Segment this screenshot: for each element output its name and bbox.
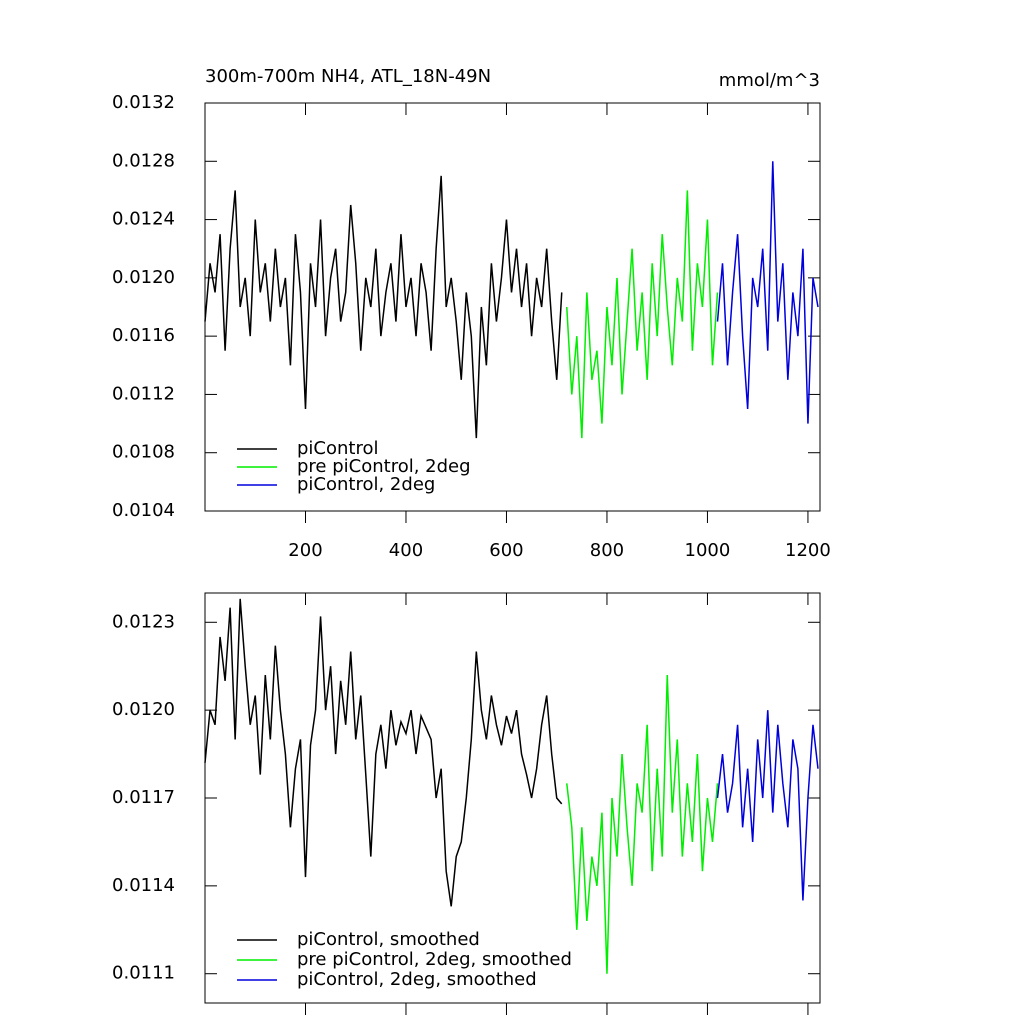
legend-label: piControl, 2deg (297, 474, 435, 495)
legend-label: piControl (297, 438, 379, 459)
y-tick-label: 0.0114 (112, 875, 175, 896)
series-line (716, 710, 819, 901)
y-tick-label: 0.0120 (112, 267, 175, 288)
y-tick-label: 0.0116 (112, 325, 175, 346)
x-tick-label: 400 (389, 540, 423, 561)
legend-label: pre piControl, 2deg, smoothed (297, 949, 572, 970)
series-line (566, 190, 719, 439)
y-tick-label: 0.0117 (112, 787, 175, 808)
series-line (716, 161, 819, 424)
x-tick-label: 600 (489, 540, 523, 561)
y-tick-label: 0.0120 (112, 699, 175, 720)
series-line (566, 674, 719, 974)
y-tick-label: 0.0123 (112, 611, 175, 632)
x-tick-label: 1000 (685, 540, 731, 561)
legend-label: piControl, smoothed (297, 929, 480, 950)
legend-label: piControl, 2deg, smoothed (297, 969, 537, 990)
y-tick-label: 0.0104 (112, 500, 175, 521)
y-tick-label: 0.0128 (112, 150, 175, 171)
y-tick-label: 0.0124 (112, 209, 175, 230)
series-line (204, 175, 563, 439)
plot-frame (204, 102, 821, 512)
chart-title: 300m-700m NH4, ATL_18N-49N (205, 66, 491, 87)
x-tick-label: 800 (590, 540, 624, 561)
y-tick-label: 0.0108 (112, 442, 175, 463)
y-tick-label: 0.0132 (112, 92, 175, 113)
legend-label: pre piControl, 2deg (297, 456, 471, 477)
x-tick-label: 200 (288, 540, 322, 561)
x-tick-label: 1200 (785, 540, 831, 561)
y-tick-label: 0.0111 (112, 963, 175, 984)
series-line (204, 598, 563, 907)
y-tick-label: 0.0112 (112, 383, 175, 404)
units-label: mmol/m^3 (719, 70, 820, 91)
